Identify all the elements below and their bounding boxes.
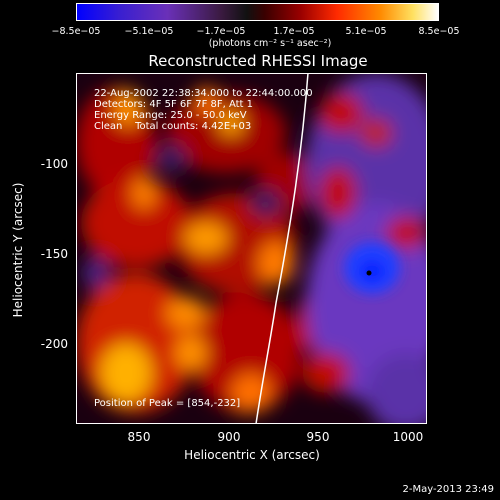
info-energy-range: Energy Range: 25.0 - 50.0 keV — [94, 110, 247, 121]
colorbar-tick: 8.5e−05 — [418, 26, 460, 37]
info-clean: Clean Total counts: 4.42E+03 — [94, 121, 252, 132]
colorbar-tick: 1.7e−05 — [273, 26, 315, 37]
rhessi-image — [76, 73, 427, 424]
plot-title: Reconstructed RHESSI Image — [148, 52, 368, 70]
colorbar-tick: −5.1e−05 — [124, 26, 174, 37]
y-axis-label: Heliocentric Y (arcsec) — [11, 182, 25, 318]
peak-position-label: Position of Peak = [854,-232] — [94, 398, 241, 409]
emission-layer — [76, 73, 427, 424]
x-axis-label: Heliocentric X (arcsec) — [184, 448, 320, 462]
colorbar — [76, 3, 439, 21]
y-tick-label: -100 — [40, 157, 68, 171]
peak-marker — [366, 270, 372, 276]
x-tick-label: 900 — [217, 430, 241, 444]
x-tick-label: 1000 — [392, 430, 424, 444]
info-detectors: Detectors: 4F 5F 6F 7F 8F, Att 1 — [94, 99, 254, 110]
y-tick-label: -150 — [40, 247, 68, 261]
x-tick-label: 850 — [127, 430, 151, 444]
colorbar-tick: 5.1e−05 — [345, 26, 387, 37]
timestamp: 2-May-2013 23:49 — [402, 484, 494, 495]
info-time-range: 22-Aug-2002 22:38:34.000 to 22:44:00.000 — [94, 88, 313, 99]
colorbar-tick: −8.5e−05 — [51, 26, 101, 37]
blue-core-layer — [344, 242, 400, 294]
y-tick-label: -200 — [40, 337, 68, 351]
colorbar-tick: −1.7e−05 — [196, 26, 246, 37]
x-tick-label: 950 — [306, 430, 330, 444]
colorbar-units: (photons cm⁻² s⁻¹ asec⁻²) — [208, 38, 332, 49]
solar-limb-line — [255, 73, 309, 424]
rhessi-image-svg — [76, 73, 427, 424]
